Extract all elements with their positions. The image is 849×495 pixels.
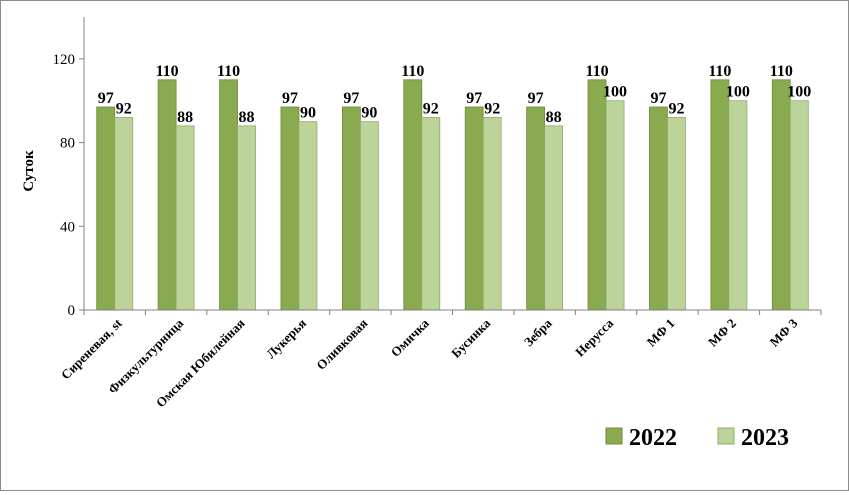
legend-label-2022: 2022 bbox=[629, 425, 677, 451]
category-label-4: Оливковая bbox=[313, 316, 370, 373]
bar-2023-11 bbox=[789, 100, 809, 311]
bar-2022-11 bbox=[771, 79, 791, 311]
bar-2022-3 bbox=[280, 106, 300, 311]
bar-2022-7 bbox=[526, 106, 546, 311]
category-label-10: МФ 2 bbox=[705, 316, 739, 350]
legend-label-2023: 2023 bbox=[741, 425, 789, 451]
legend-swatch-2022 bbox=[605, 427, 623, 445]
data-label-2022-11: 110 bbox=[770, 63, 793, 80]
category-label-6: Бусинка bbox=[448, 315, 494, 361]
y-tick-label-2: 80 bbox=[60, 136, 75, 152]
data-label-2023-4: 90 bbox=[361, 105, 377, 122]
bar-2022-10 bbox=[710, 79, 730, 311]
bar-2022-8 bbox=[587, 79, 607, 311]
data-label-2023-11: 100 bbox=[787, 84, 811, 101]
data-label-2022-7: 97 bbox=[528, 90, 544, 107]
data-label-2022-8: 110 bbox=[585, 63, 608, 80]
category-label-8: Нерусса bbox=[572, 315, 616, 359]
legend: 2022 2023 bbox=[605, 425, 789, 451]
bar-2022-1 bbox=[157, 79, 177, 311]
bar-2023-0 bbox=[114, 117, 134, 311]
bar-2023-5 bbox=[421, 117, 441, 311]
bar-2023-2 bbox=[237, 125, 256, 311]
data-label-2022-10: 110 bbox=[708, 63, 731, 80]
bar-2023-4 bbox=[359, 121, 379, 311]
data-label-2022-5: 110 bbox=[401, 63, 424, 80]
data-label-2023-10: 100 bbox=[726, 84, 750, 101]
bar-2022-0 bbox=[96, 106, 116, 311]
data-label-2022-0: 97 bbox=[98, 90, 114, 107]
y-tick-label-3: 120 bbox=[53, 52, 76, 68]
category-label-7: Зебра bbox=[521, 315, 555, 349]
data-labels-layer: 9792110881108897909790110929792978811010… bbox=[98, 63, 812, 126]
bar-2023-6 bbox=[482, 117, 502, 311]
bar-2022-4 bbox=[341, 106, 361, 311]
data-label-2022-4: 97 bbox=[343, 90, 359, 107]
data-label-2022-1: 110 bbox=[156, 63, 179, 80]
bar-2023-7 bbox=[544, 125, 564, 311]
bar-2022-9 bbox=[649, 106, 668, 311]
data-label-2023-2: 88 bbox=[239, 109, 255, 126]
legend-swatch-2023 bbox=[717, 427, 735, 445]
category-label-0: Сиреневая, st bbox=[58, 315, 125, 382]
bar-2022-2 bbox=[219, 79, 238, 311]
bar-2023-9 bbox=[667, 117, 686, 311]
bar-2023-1 bbox=[175, 125, 195, 311]
data-label-2023-7: 88 bbox=[546, 109, 562, 126]
data-label-2023-8: 100 bbox=[603, 84, 627, 101]
bar-2023-3 bbox=[298, 121, 318, 311]
bar-2023-10 bbox=[728, 100, 748, 311]
data-label-2022-6: 97 bbox=[466, 90, 482, 107]
data-label-2022-2: 110 bbox=[217, 63, 240, 80]
y-tick-label-0: 0 bbox=[68, 303, 76, 319]
bar-2022-5 bbox=[403, 79, 423, 311]
y-tick-label-1: 40 bbox=[60, 219, 75, 235]
data-label-2023-1: 88 bbox=[177, 109, 193, 126]
category-label-11: МФ 3 bbox=[766, 315, 800, 349]
data-label-2023-3: 90 bbox=[300, 105, 316, 122]
data-label-2023-5: 92 bbox=[423, 100, 439, 117]
data-label-2022-3: 97 bbox=[282, 90, 298, 107]
bars-layer bbox=[96, 79, 809, 311]
category-label-5: Омичка bbox=[388, 315, 433, 360]
category-label-3: Лукерья bbox=[263, 316, 309, 362]
data-label-2023-6: 92 bbox=[484, 100, 500, 117]
data-label-2023-9: 92 bbox=[668, 100, 684, 117]
bar-2022-6 bbox=[464, 106, 484, 311]
data-label-2023-0: 92 bbox=[116, 100, 132, 117]
y-axis-title: Суток bbox=[21, 150, 37, 192]
data-label-2022-9: 97 bbox=[650, 90, 666, 107]
category-label-9: МФ 1 bbox=[644, 316, 678, 350]
bar-2023-8 bbox=[605, 100, 625, 311]
